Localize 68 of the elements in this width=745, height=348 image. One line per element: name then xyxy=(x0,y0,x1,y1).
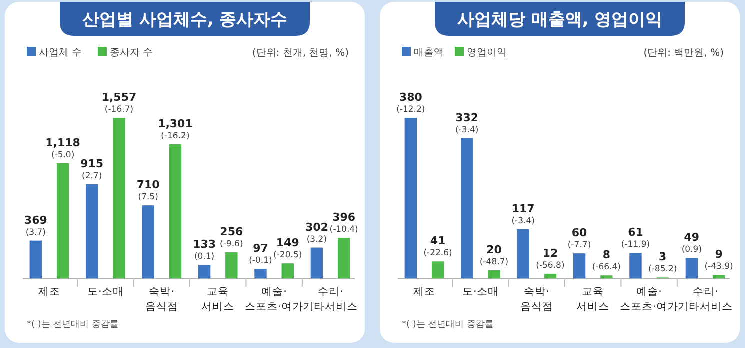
data-label: 149 (-20.5) xyxy=(274,236,302,261)
data-label: 12 (-56.8) xyxy=(536,246,565,271)
bar xyxy=(113,118,126,279)
x-tick-label: 교육 서비스 xyxy=(202,286,235,313)
bar xyxy=(142,206,154,279)
chart-title: 사업체당 매출액, 영업이익 xyxy=(457,10,663,30)
data-label: 369 (3.7) xyxy=(24,214,48,238)
x-tick-label: 도·소매 xyxy=(88,286,124,298)
chart-subtitle: (단위: 천개, 천명, %) xyxy=(252,48,350,59)
data-label: 133 (0.1) xyxy=(193,238,216,262)
data-label: 256 (-9.6) xyxy=(220,226,244,250)
text: *( )는 전년대비 증감률 xyxy=(402,320,494,330)
data-label: 1,118 (-5.0) xyxy=(46,136,80,160)
data-label: 97 (-0.1) xyxy=(249,242,272,266)
data-label: 396 (-10.4) xyxy=(330,211,358,236)
chart-subtitle: (단위: 백만원, %) xyxy=(644,48,724,59)
legend-label: 사업체 수 xyxy=(39,48,82,58)
bar xyxy=(86,184,98,279)
legend-label: 종사자 수 xyxy=(110,48,154,58)
bar xyxy=(56,163,70,279)
data-label: 49 (0.9) xyxy=(682,231,702,256)
bar xyxy=(712,275,726,279)
data-label: 9 (-43.9) xyxy=(704,248,734,272)
chart-title: 산업별 사업체수, 종사자수 xyxy=(82,10,288,30)
bar xyxy=(404,118,418,279)
x-tick-label: 숙박· 음식점 xyxy=(520,286,554,313)
x-tick-label: 숙박· 음식점 xyxy=(145,286,178,313)
bar xyxy=(461,138,474,279)
bar xyxy=(432,262,444,279)
bar xyxy=(338,238,350,279)
data-label: 380 (-12.2) xyxy=(396,91,426,115)
x-tick-label: 제조 xyxy=(38,286,60,298)
data-label: 8 (-66.4) xyxy=(592,248,621,273)
data-label: 1,301 (-16.2) xyxy=(158,117,193,142)
text: *( )는 전년대비 증감률 xyxy=(27,320,120,330)
data-label: 3 (-85.2) xyxy=(648,250,678,275)
x-tick-label: 예술· 스포츠·여가 xyxy=(245,286,304,313)
bar xyxy=(254,268,267,279)
data-label: 117 (-3.4) xyxy=(512,202,535,226)
bar xyxy=(600,276,613,279)
bar xyxy=(310,248,324,279)
x-tick-label: 수리· 기타서비스 xyxy=(678,286,734,313)
bar xyxy=(282,264,294,279)
x-tick-label: 수리· 기타서비스 xyxy=(303,286,358,313)
data-label: 1,557 (-16.7) xyxy=(102,91,137,115)
bar xyxy=(226,252,238,279)
bar xyxy=(30,240,42,279)
bar xyxy=(517,229,530,279)
bar xyxy=(198,265,211,279)
data-label: 302 (3.2) xyxy=(305,220,328,245)
bar xyxy=(169,144,182,279)
x-tick-label: 제조 xyxy=(413,286,436,298)
data-label: 915 (2.7) xyxy=(80,157,104,182)
data-label: 41 (-22.6) xyxy=(424,234,452,259)
legend-label: 매출액 xyxy=(414,48,444,58)
bar xyxy=(488,270,500,279)
data-label: 60 (-7.7) xyxy=(568,226,592,251)
data-label: 332 (-3.4) xyxy=(456,111,479,136)
x-tick-label: 교육 서비스 xyxy=(576,286,610,313)
bar xyxy=(573,254,586,279)
data-label: 61 (-11.9) xyxy=(621,226,650,250)
bar xyxy=(630,253,642,279)
bar xyxy=(686,258,698,279)
x-tick-label: 예술· 스포츠·여가 xyxy=(620,286,678,313)
data-label: 710 (7.5) xyxy=(136,178,160,203)
legend-label: 영업이익 xyxy=(467,48,507,58)
x-tick-label: 도·소매 xyxy=(462,286,499,298)
data-label: 20 (-48.7) xyxy=(480,244,509,268)
